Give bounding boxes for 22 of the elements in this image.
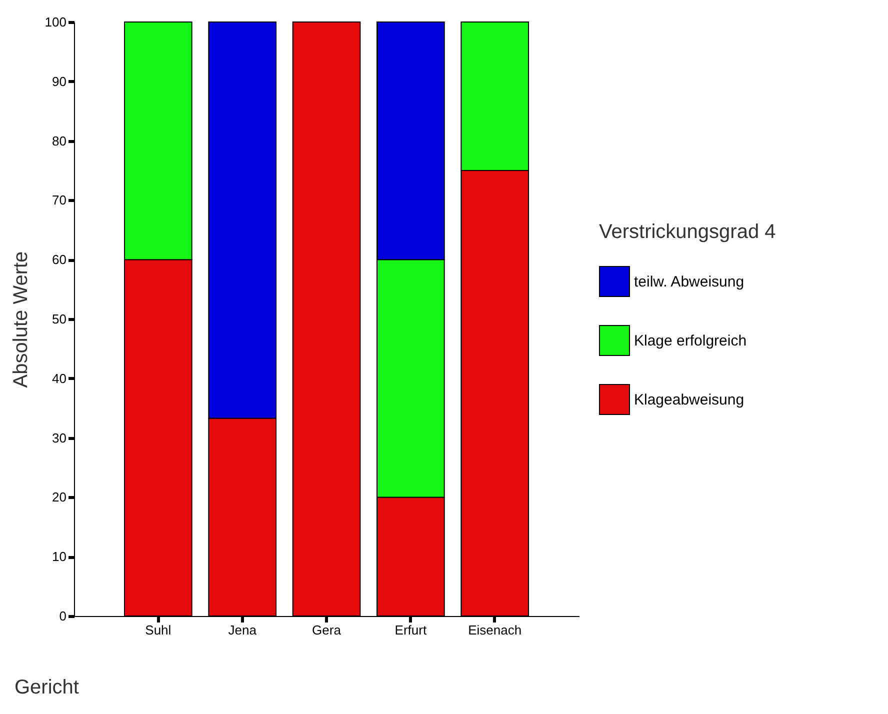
y-axis-title: Absolute Werte: [10, 251, 32, 388]
y-tick-label: 70: [52, 192, 66, 208]
x-tick-label: Jena: [228, 622, 258, 638]
y-tick-label: 80: [52, 133, 66, 148]
y-tick-label: 50: [52, 312, 66, 326]
y-tick-label: 10: [52, 549, 66, 564]
y-tick-label: 60: [52, 252, 66, 268]
y-tick-label: 90: [52, 74, 66, 89]
legend-label: teilw. Abweisung: [634, 274, 744, 290]
y-tick-label: 0: [59, 608, 66, 624]
legend-label: Klageabweisung: [634, 392, 744, 408]
x-tick-label: Erfurt: [394, 622, 427, 638]
legend-label: Klage erfolgreich: [634, 332, 747, 350]
y-tick-label: 20: [52, 490, 66, 505]
y-tick-label: 100: [44, 14, 66, 30]
y-tick-label: 30: [52, 430, 66, 446]
x-tick-label: Eisenach: [468, 622, 522, 638]
legend-title: Verstrickungsgrad 4: [599, 221, 776, 243]
x-tick-label: Gera: [312, 622, 342, 638]
y-tick-label: 40: [52, 370, 66, 386]
x-tick-label: Suhl: [145, 622, 172, 638]
x-axis-title: Gericht: [14, 676, 80, 698]
